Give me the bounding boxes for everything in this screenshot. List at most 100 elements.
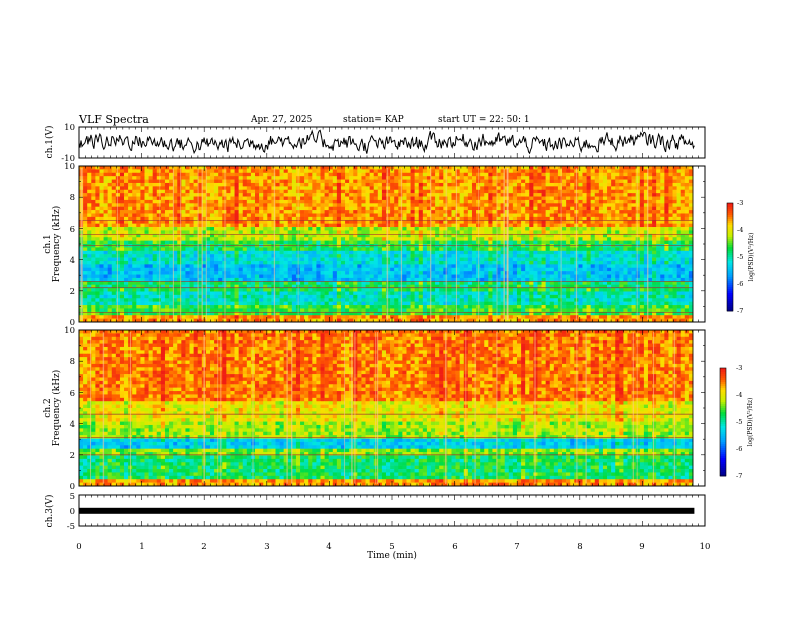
spec1-cell — [234, 189, 239, 194]
spec1-cell — [136, 250, 141, 255]
spec1-cell — [91, 196, 96, 201]
spec1-cell — [267, 186, 272, 191]
spec1-cell — [455, 240, 460, 245]
spec1-cell — [148, 257, 153, 262]
spec1-cell — [373, 267, 379, 272]
spec1-cell — [422, 213, 428, 218]
spec1-cell — [390, 176, 395, 180]
spec1-cell — [128, 271, 133, 275]
spec1-cell — [271, 182, 276, 187]
spec1-cell — [349, 260, 354, 265]
spec1-cell — [111, 186, 117, 191]
spec1-cell — [340, 196, 346, 201]
spec1-cell — [115, 220, 121, 224]
spec1-cell — [377, 274, 383, 279]
spec1-cell — [492, 264, 497, 269]
spec1-cell — [259, 206, 264, 211]
spec1-cell — [271, 240, 276, 245]
spec1-cell — [107, 182, 113, 187]
spec1-cell — [639, 176, 645, 180]
spec1-cell — [463, 193, 469, 197]
spec1-cell — [516, 247, 522, 252]
spec1-cell — [152, 179, 158, 184]
spec1-cell — [349, 240, 354, 245]
spec1-cell — [107, 240, 113, 245]
spec1-cell — [193, 250, 198, 255]
spec1-cell — [345, 247, 350, 252]
spec1-cell — [193, 196, 198, 201]
spec1-cell — [418, 210, 424, 214]
spec1-cell — [128, 223, 133, 228]
spec1-cell — [688, 274, 694, 279]
spec1-cell — [238, 271, 244, 275]
spec1-cell — [95, 179, 100, 184]
spec1-cell — [480, 216, 485, 221]
spec1-cell — [160, 274, 166, 279]
spec1-cell — [512, 237, 518, 241]
spec1-cell — [611, 199, 616, 204]
spec1-cell — [508, 257, 514, 262]
spec1-cell — [345, 237, 350, 241]
spec1-cell — [119, 277, 125, 282]
spec1-cell — [160, 189, 166, 194]
spec1-cell — [623, 260, 628, 265]
spec1-cell — [451, 193, 456, 197]
spec1-cell — [111, 220, 117, 224]
spec1-cell — [263, 247, 268, 252]
spec1-cell — [205, 182, 211, 187]
spec1-cell — [607, 189, 612, 194]
spec1-cell — [128, 257, 133, 262]
spec1-cell — [582, 179, 587, 184]
spec1-cell — [291, 240, 297, 245]
spec1-cell — [652, 169, 657, 174]
spec1-cell — [471, 199, 477, 204]
spec1-cell — [516, 274, 522, 279]
spec1-cell — [684, 250, 690, 255]
spec1-cell — [668, 220, 673, 224]
spec1-cell — [316, 203, 321, 207]
spec1-cell — [582, 166, 587, 170]
spec1-cell — [386, 267, 391, 272]
spec1-cell — [324, 271, 329, 275]
spec1-cell — [365, 247, 370, 252]
spec1-cell — [201, 182, 207, 187]
spec1-cell — [185, 179, 190, 184]
spec1-cell — [226, 189, 231, 194]
spec1-cell — [529, 182, 534, 187]
spec1-cell — [463, 271, 469, 275]
spec1-cell — [492, 254, 497, 258]
spec1-cell — [508, 176, 514, 180]
spec1-cell — [459, 237, 465, 241]
spec1-cell — [623, 210, 628, 214]
spec1-cell — [623, 230, 628, 235]
spec1-cell — [316, 206, 321, 211]
spec1-cell — [496, 182, 501, 187]
spec1-cell — [496, 233, 501, 238]
spec1-cell — [222, 193, 227, 197]
spec1-cell — [111, 267, 117, 272]
spec1-cell — [484, 257, 489, 262]
spec1-cell — [205, 277, 211, 282]
spec1-cell — [291, 267, 297, 272]
spec1-cell — [234, 223, 239, 228]
spec1-cell — [300, 179, 305, 184]
spec1-cell — [156, 213, 162, 218]
spec1-cell — [169, 233, 174, 238]
spec1-cell — [99, 166, 104, 170]
spec1-cell — [205, 267, 211, 272]
spec1-cell — [197, 206, 203, 211]
spec1-cell — [607, 176, 612, 180]
spec1-cell — [185, 199, 190, 204]
spec1-cell — [373, 169, 379, 174]
spec1-cell — [431, 271, 436, 275]
spec1-cell — [365, 220, 370, 224]
spec1-cell — [222, 247, 227, 252]
spec1-cell — [402, 206, 407, 211]
spec1-cell — [152, 260, 158, 265]
spec1-cell — [553, 227, 559, 231]
spec1-cell — [590, 199, 596, 204]
spec1-cell — [95, 250, 100, 255]
spec1-cell — [488, 257, 493, 262]
spec1-cell — [128, 193, 133, 197]
spec1-cell — [398, 182, 403, 187]
